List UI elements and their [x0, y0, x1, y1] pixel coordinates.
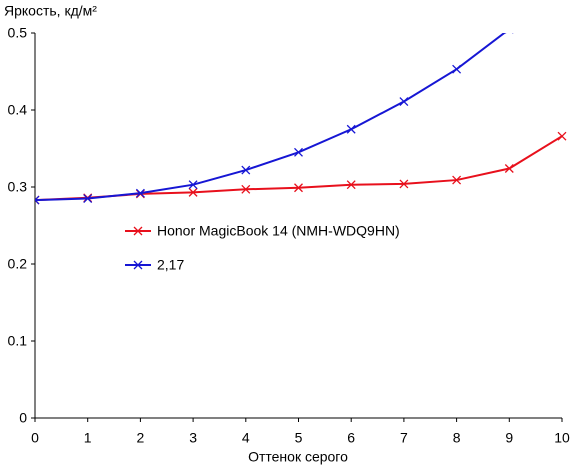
marker	[557, 131, 567, 141]
x-tick-label: 2	[137, 430, 145, 446]
marker	[452, 64, 462, 74]
x-tick-label: 1	[84, 430, 92, 446]
y-tick-label: 0.3	[8, 179, 28, 195]
x-tick-label: 3	[189, 430, 197, 446]
marker	[346, 180, 356, 190]
series-line	[35, 135, 563, 202]
marker	[241, 165, 251, 175]
series-line	[35, 33, 506, 202]
y-tick-label: 0.4	[8, 102, 28, 118]
x-tick-label: 0	[31, 430, 39, 446]
x-tick-label: 7	[400, 430, 408, 446]
x-tick-label: 10	[554, 430, 570, 446]
marker	[135, 188, 145, 198]
marker	[294, 147, 303, 157]
x-tick-label: 8	[453, 430, 461, 446]
marker	[505, 33, 514, 34]
marker	[188, 180, 198, 190]
legend-label: 2,17	[157, 257, 184, 273]
x-tick-label: 5	[295, 430, 303, 446]
marker	[133, 226, 143, 236]
y-tick-label: 0.5	[8, 25, 28, 41]
marker	[294, 183, 303, 193]
y-tick-label: 0	[19, 410, 27, 426]
x-tick-label: 9	[505, 430, 513, 446]
marker	[35, 195, 40, 205]
legend-label: Honor MagicBook 14 (NMH-WDQ9HN)	[157, 223, 400, 239]
marker	[452, 175, 462, 185]
x-tick-label: 6	[347, 430, 355, 446]
y-axis-title: Яркость, кд/м²	[4, 3, 97, 19]
marker	[399, 179, 409, 189]
marker	[346, 124, 356, 134]
x-tick-label: 4	[242, 430, 250, 446]
x-axis-title: Оттенок серого	[248, 449, 348, 465]
marker	[399, 97, 409, 106]
y-tick-label: 0.2	[8, 256, 28, 272]
plot-area	[35, 33, 567, 205]
marker	[504, 164, 514, 173]
marker	[188, 187, 198, 197]
marker	[241, 184, 251, 194]
y-tick-label: 0.1	[8, 333, 28, 349]
marker	[133, 260, 143, 270]
marker	[83, 194, 93, 204]
